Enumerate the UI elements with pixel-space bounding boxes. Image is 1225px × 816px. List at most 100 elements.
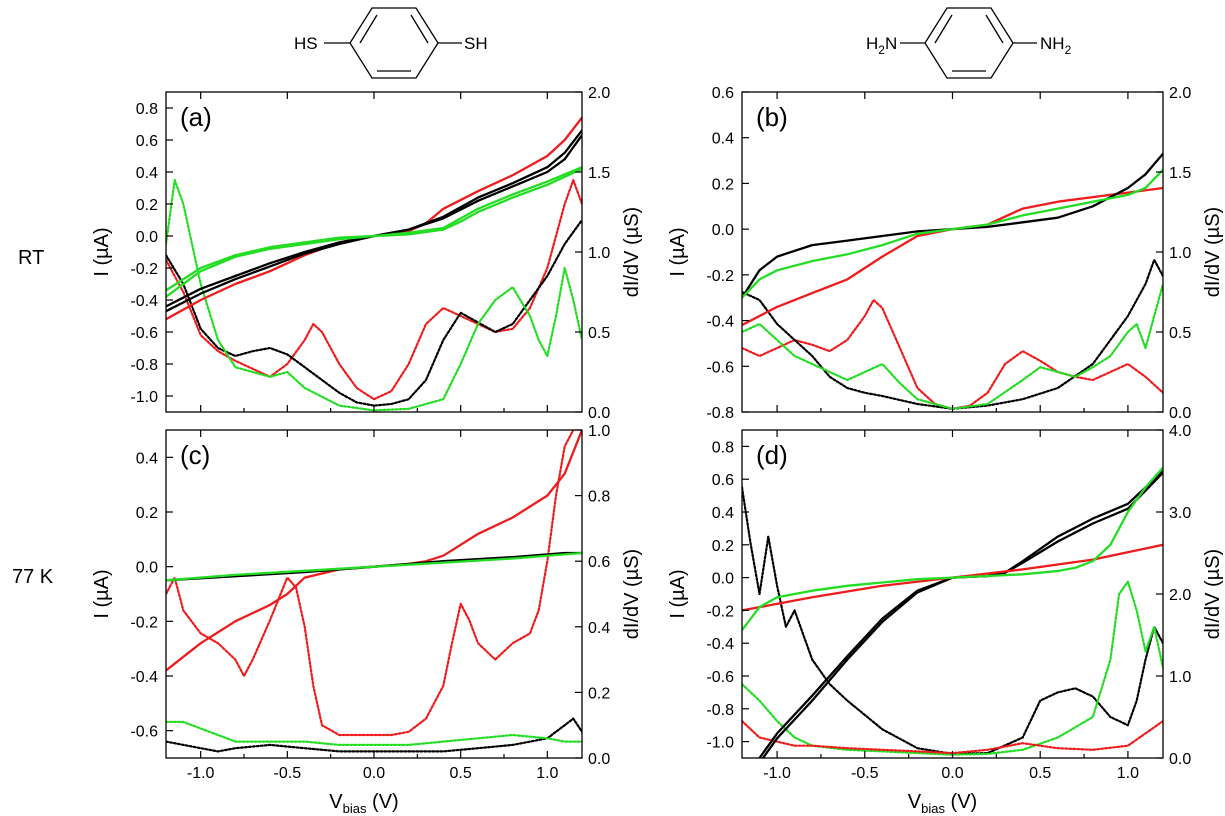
left-tick-label: -0.2 (706, 603, 734, 620)
left-tick-label: -1.0 (706, 735, 734, 752)
benzene-ring-right (924, 7, 1014, 79)
iv-series-red-0 (166, 430, 582, 672)
right-tick-label: 0.5 (1169, 325, 1191, 342)
left-tick-label: 0.4 (136, 165, 158, 182)
x-tick-label: 0.5 (1029, 765, 1051, 782)
ring-inner-bond (985, 14, 1004, 44)
panel-label-c: (c) (180, 440, 210, 470)
left-tick-label: 0.4 (712, 505, 734, 522)
x-tick-label: -1.0 (187, 765, 215, 782)
right-tick-label: 2.0 (588, 85, 610, 102)
right-tick-label: 0.2 (588, 685, 610, 702)
right-tick-label: 0.8 (588, 489, 610, 506)
iv-series-green-2 (166, 551, 582, 582)
left-tick-label: 0.0 (136, 560, 158, 577)
left-tick-label: -0.4 (706, 636, 734, 653)
row-label-rt: RT (18, 247, 44, 269)
right-tick-label: 0.0 (588, 405, 610, 422)
left-tick-label: -0.2 (706, 268, 734, 285)
right-tick-label: 2.0 (1169, 85, 1191, 102)
left-tick-label: 0.6 (136, 133, 158, 150)
panel-label-b: (b) (756, 102, 788, 132)
right-tick-label: 1.5 (1169, 165, 1191, 182)
right-tick-label: 0.0 (588, 751, 610, 768)
iv-series-red-0 (742, 186, 1163, 327)
right-axis-title: dI/dV (µS) (621, 549, 643, 639)
left-tick-label: -0.8 (130, 357, 158, 374)
right-tick-label: 1.0 (588, 245, 610, 262)
left-tick-label: 0.6 (712, 85, 734, 102)
amine-group-right: NH2 (1040, 34, 1072, 57)
iv-series-red-0 (166, 116, 582, 321)
x-tick-label: 1.0 (1117, 765, 1139, 782)
didv-series-black-1 (166, 218, 582, 407)
ring-inner-bond (410, 14, 429, 44)
x-tick-label: 0.5 (450, 765, 472, 782)
left-tick-label: 0.4 (712, 131, 734, 148)
right-tick-label: 2.0 (1169, 587, 1191, 604)
plot-area-c (166, 430, 582, 753)
left-tick-label: -0.8 (706, 405, 734, 422)
left-tick-label: 0.2 (712, 538, 734, 555)
left-tick-label: 0.2 (712, 176, 734, 193)
right-tick-label: 1.5 (588, 165, 610, 182)
left-tick-label: -0.4 (706, 314, 734, 331)
right-tick-label: 4.0 (1169, 423, 1191, 440)
didv-series-red-0 (166, 178, 582, 401)
right-tick-label: 0.6 (588, 554, 610, 571)
panel-label-d: (d) (756, 440, 788, 470)
left-tick-label: 0.2 (136, 505, 158, 522)
thiol-group-right: SH (464, 34, 488, 53)
left-tick-label: -0.6 (130, 325, 158, 342)
left-axis-title: I (µA) (91, 227, 113, 276)
x-axis-title: Vbias (V) (329, 791, 398, 816)
plot-area-b (742, 152, 1163, 410)
right-axis-title: dI/dV (µS) (621, 207, 643, 297)
left-tick-label: -0.2 (130, 614, 158, 631)
didv-series-green-1 (742, 580, 1163, 756)
right-tick-label: 0.0 (1169, 405, 1191, 422)
didv-series-black-1 (742, 258, 1163, 410)
left-tick-label: 0.8 (712, 439, 734, 456)
left-tick-label: -0.4 (130, 293, 158, 310)
didv-series-black-0 (742, 486, 1163, 755)
left-tick-label: -0.8 (706, 702, 734, 719)
left-axis-title: I (µA) (667, 227, 689, 276)
panel-label-a: (a) (180, 102, 212, 132)
x-tick-label: 1.0 (536, 765, 558, 782)
left-axis-title: I (µA) (667, 569, 689, 618)
ring-inner-bond (934, 14, 953, 44)
right-tick-label: 3.0 (1169, 505, 1191, 522)
iv-series-green-2 (742, 168, 1163, 299)
amine-group-left: H2N (866, 34, 897, 57)
iv-series-green-3 (742, 466, 1163, 632)
right-axis-title: dI/dV (µS) (1202, 549, 1224, 639)
x-tick-label: -1.0 (763, 765, 791, 782)
right-tick-label: 1.0 (1169, 245, 1191, 262)
left-tick-label: 0.0 (712, 222, 734, 239)
molecule-left: HS SH (294, 7, 488, 79)
right-tick-label: 0.5 (588, 325, 610, 342)
panel-a: -1.0 -0.8 -0.6 -0.4 -0.2 0.0 0.2 0.4 0.6 0.8 0.0 0.… (91, 85, 643, 422)
thiol-group-left: HS (294, 34, 318, 53)
left-tick-label: 0.0 (136, 229, 158, 246)
left-tick-label: -0.2 (130, 261, 158, 278)
panel-d: -1.0 -0.5 0.0 0.5 1.0 -1.0 -0.8 -0.6 -0.4 -0.2 0.0… (667, 423, 1224, 816)
left-tick-label: 0.0 (712, 571, 734, 588)
iv-series-black-0 (758, 469, 1163, 758)
panel-b: -0.8 -0.6 -0.4 -0.2 0.0 0.2 0.4 0.6 0.0 0.5 1.0 1.5… (667, 85, 1224, 422)
axes-frame-c (165, 429, 583, 759)
left-tick-label: 0.4 (136, 450, 158, 467)
didv-series-green-2 (742, 282, 1163, 410)
left-axis-title: I (µA) (91, 569, 113, 618)
panel-c: -1.0 -0.5 0.0 0.5 1.0 -0.6 -0.4 -0.2 0.0 0.2 0.4 0.… (91, 423, 643, 816)
plot-area-a (166, 116, 582, 412)
axes-frame-a (165, 91, 583, 413)
row-label-77k: 77 K (12, 566, 54, 588)
ring-inner-bond (359, 14, 378, 44)
didv-series-green-2 (166, 178, 582, 412)
left-tick-label: -0.6 (130, 724, 158, 741)
didv-series-red-2 (742, 720, 1163, 755)
right-axis-title: dI/dV (µS) (1202, 207, 1224, 297)
